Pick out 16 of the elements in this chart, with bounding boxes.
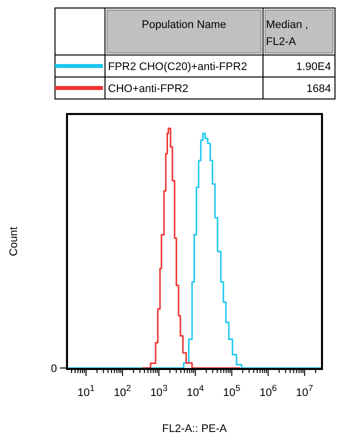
- text: 1684: [306, 83, 331, 95]
- y-axis-title: Count: [8, 226, 20, 256]
- x-tick-label: 10$^{2}$: [114, 383, 132, 399]
- legend-title: Population Name: [142, 19, 226, 31]
- text: Median , FL2-A: [266, 19, 308, 48]
- x-axis-title: FL2-A:: PE-A: [162, 423, 228, 435]
- x-tick-label: 10$^{5}$: [223, 383, 240, 399]
- x-tick-label: 10$^{3}$: [150, 383, 168, 399]
- text: 0: [50, 363, 57, 375]
- x-tick-label: 10$^{4}$: [186, 383, 204, 399]
- legend-label: FPR2 CHO(C20)+anti-FPR2: [108, 61, 248, 73]
- x-tick-label: 10$^{6}$: [260, 383, 277, 399]
- text: 1.90E4: [296, 61, 331, 73]
- legend-label: CHO+anti-FPR2: [108, 83, 188, 95]
- x-tick-label: 10$^{7}$: [296, 383, 314, 399]
- x-tick-label: 10$^{1}$: [77, 383, 95, 399]
